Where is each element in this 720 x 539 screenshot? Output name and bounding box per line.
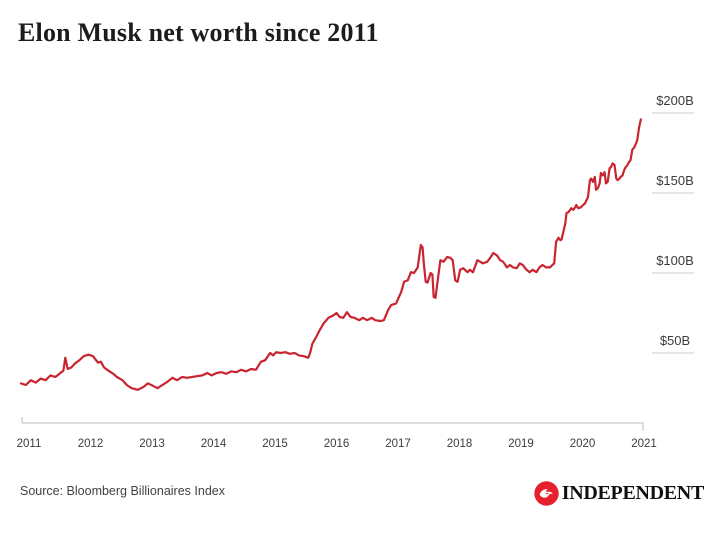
net-worth-series-line <box>19 118 643 391</box>
x-tick-label: 2019 <box>508 438 534 450</box>
x-tick-label: 2018 <box>446 438 473 450</box>
source-note: Source: Bloomberg Billionaires Index <box>20 484 225 498</box>
x-tick-label: 2015 <box>262 438 288 450</box>
x-tick-label: 2020 <box>569 438 596 450</box>
line-chart-canvas <box>19 112 694 431</box>
y-tick-label: $200B <box>656 93 694 108</box>
independent-bird-icon <box>534 480 559 506</box>
x-tick-label: 2021 <box>631 438 657 450</box>
y-tick-label: $150B <box>656 173 694 188</box>
y-tick-label: $100B <box>656 253 694 268</box>
independent-logo: INDEPENDENT <box>534 480 704 506</box>
chart-title: Elon Musk net worth since 2011 <box>18 18 379 47</box>
x-tick-label: 2013 <box>139 438 165 450</box>
x-tick-label: 2012 <box>77 438 104 450</box>
x-tick-label: 2014 <box>200 438 227 450</box>
independent-wordmark: INDEPENDENT <box>561 481 705 504</box>
x-tick-label: 2017 <box>385 438 411 450</box>
y-tick-label: $50B <box>659 333 691 348</box>
x-tick-label: 2011 <box>16 438 42 450</box>
x-tick-label: 2016 <box>323 438 350 450</box>
